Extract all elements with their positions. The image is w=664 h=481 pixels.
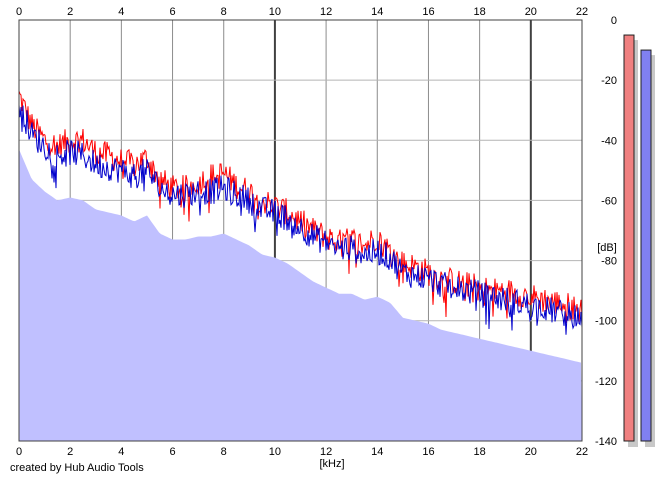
- x-tick-label-top: 12: [320, 6, 332, 18]
- x-tick-label-bottom: 20: [525, 446, 537, 458]
- x-tick-label-bottom: 14: [371, 446, 383, 458]
- y-tick-label: -100: [595, 316, 617, 328]
- x-tick-label-top: 8: [221, 6, 227, 18]
- plot-border: [18, 19, 583, 442]
- x-tick-label-top: 18: [474, 6, 486, 18]
- x-tick-label-bottom: 0: [16, 446, 22, 458]
- x-tick-label-top: 10: [269, 6, 281, 18]
- series-line-blue: [18, 105, 583, 335]
- x-tick-label-top: 0: [16, 6, 22, 18]
- spectrum-fill-area: [19, 149, 582, 442]
- x-tick-label-bottom: 18: [474, 446, 486, 458]
- x-tick-label-bottom: 10: [269, 446, 281, 458]
- level-meter-left: [623, 34, 635, 442]
- x-axis-label: [kHz]: [319, 458, 344, 470]
- x-tick-label-bottom: 8: [221, 446, 227, 458]
- x-tick-label-top: 22: [576, 6, 588, 18]
- x-tick-label-bottom: 12: [320, 446, 332, 458]
- spectrum-series: [18, 90, 583, 335]
- plot-frame: [18, 19, 583, 442]
- tick-labels: 002244668810101212141416161818202022220-…: [16, 6, 617, 458]
- x-tick-label-top: 14: [371, 6, 383, 18]
- x-tick-label-top: 20: [525, 6, 537, 18]
- x-tick-label-bottom: 22: [576, 446, 588, 458]
- y-axis-label: [dB]: [597, 242, 617, 254]
- y-tick-label: -140: [595, 436, 617, 448]
- y-tick-label: 0: [611, 15, 617, 27]
- x-tick-label-bottom: 4: [118, 446, 124, 458]
- x-tick-label-bottom: 6: [169, 446, 175, 458]
- footer-credit: created by Hub Audio Tools: [10, 462, 144, 474]
- spectrum-area: [19, 149, 582, 442]
- y-tick-label: -80: [601, 256, 617, 268]
- x-tick-label-bottom: 2: [67, 446, 73, 458]
- y-tick-label: -40: [601, 135, 617, 147]
- level-meter-right: [640, 49, 652, 442]
- x-tick-label-top: 4: [118, 6, 124, 18]
- x-tick-label-bottom: 16: [422, 446, 434, 458]
- level-meters: [623, 34, 655, 448]
- y-tick-label: -20: [601, 75, 617, 87]
- x-tick-label-top: 6: [169, 6, 175, 18]
- y-tick-label: -120: [595, 376, 617, 388]
- x-tick-label-top: 2: [67, 6, 73, 18]
- x-tick-label-top: 16: [422, 6, 434, 18]
- y-tick-label: -60: [601, 195, 617, 207]
